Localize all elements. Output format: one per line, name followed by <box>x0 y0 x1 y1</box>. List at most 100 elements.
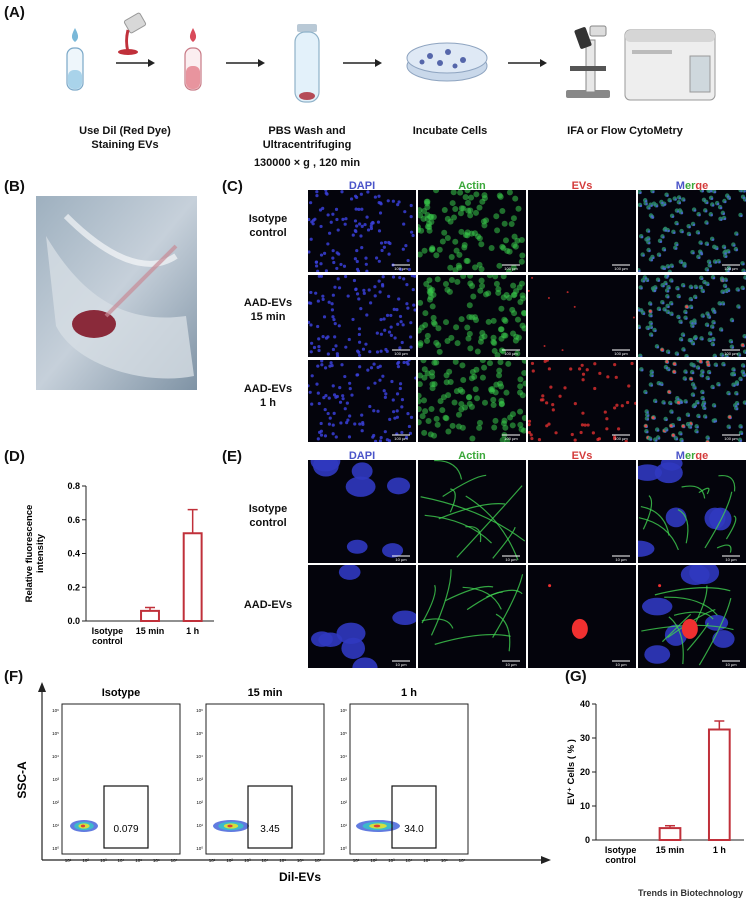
scale-bar-label: 10 µm <box>505 557 517 562</box>
x-tick-label: 10² <box>82 858 89 863</box>
x-tick-label: 10² <box>370 858 377 863</box>
step-2-line-2: Ultracentrifuging <box>262 139 352 151</box>
e-header-evs: EVs <box>571 450 593 462</box>
c-merge-letter-e2: e <box>702 180 709 192</box>
plot-title-2: 15 min <box>248 687 283 699</box>
micrograph-grid-c-r2-c3: 100 µm <box>528 275 636 357</box>
x-tick-label: 10¹ <box>209 858 216 863</box>
scale-bar-label: 10 µm <box>725 557 737 562</box>
density-core-1 <box>80 824 86 828</box>
panel-label-a: (A) <box>4 4 25 21</box>
c-merge-letter-e: e <box>684 180 692 192</box>
y-tick-label: 10² <box>196 800 203 805</box>
micrograph-grid-c-r1-c3: 100 µm <box>528 190 636 272</box>
scale-bar-label: 10 µm <box>725 662 737 667</box>
e-header-dapi: DAPI <box>348 450 376 462</box>
micrograph-grid-e-r1-c3: 10 µm <box>528 460 636 563</box>
scale-bar-label: 100 µm <box>394 436 408 441</box>
x-tick-label: 10² <box>226 858 233 863</box>
gate-1 <box>103 785 149 849</box>
micrograph-grid-c-r2-c4: 100 µm <box>638 275 746 357</box>
y-tick-label: 0 <box>585 835 590 845</box>
y-tick-label: 10⁰ <box>340 846 347 851</box>
gate-value-1: 0.079 <box>113 824 138 835</box>
x-tick-label: 10³ <box>388 858 395 863</box>
y-tick-label: 10⁶ <box>340 708 347 713</box>
scale-bar-label: 10 µm <box>505 662 517 667</box>
microscope-icon <box>566 25 610 98</box>
y-tick-label: 0.2 <box>67 582 80 592</box>
micrograph-grid-c-r1-c1: 100 µm <box>308 190 416 272</box>
bar-3 <box>182 532 203 622</box>
step-4-label: IFA or Flow CytoMetry <box>545 124 705 138</box>
x-tick-label: 10⁷ <box>315 858 322 863</box>
step-3-line-1: Incubate Cells <box>412 125 488 137</box>
micrograph-grid-e-r1-c2: 10 µm <box>418 460 526 563</box>
scale-bar-label: 100 µm <box>724 266 738 271</box>
c-row-1-line-2: control <box>249 227 287 239</box>
micrograph-grid-c-r3-c3: 100 µm <box>528 360 636 442</box>
step-2-line-1: PBS Wash and <box>268 125 346 137</box>
y-tick-label: 10⁰ <box>52 846 59 851</box>
scale-bar-label: 100 µm <box>504 436 518 441</box>
x-tick-label: 10⁷ <box>171 858 178 863</box>
y-axis-arrow-icon <box>38 682 46 692</box>
category-label-1: Isotype <box>605 845 637 855</box>
category-label-2: 15 min <box>656 845 685 855</box>
e-merge-letter-e2: e <box>702 450 709 462</box>
x-tick-label: 10¹ <box>65 858 72 863</box>
scale-bar-label: 100 µm <box>394 351 408 356</box>
c-row-label-3: AAD-EVs 1 h <box>232 382 304 410</box>
scale-bar-label: 100 µm <box>724 436 738 441</box>
scale-bar-label: 100 µm <box>724 351 738 356</box>
x-axis-label: Dil-EVs <box>279 870 321 884</box>
plot-title-1: Isotype <box>102 687 141 699</box>
step-1-line-1: Use Dil (Red Dye) <box>79 125 171 137</box>
x-tick-label: 10⁶ <box>297 858 304 863</box>
category-label-1: Isotype <box>92 626 124 636</box>
micrograph-grid-c-r3-c1: 100 µm <box>308 360 416 442</box>
scale-bar-label: 100 µm <box>614 436 628 441</box>
x-tick-label: 10⁶ <box>441 858 448 863</box>
micrograph-grid-e-r2-c4: 10 µm <box>638 565 746 668</box>
centrifuge-tube-icon <box>294 24 320 103</box>
c-row-3-line-2: 1 h <box>260 397 276 409</box>
gate-value-3: 34.0 <box>404 824 424 835</box>
micrograph-grid-c-r2-c2: 100 µm <box>418 275 526 357</box>
x-tick-label: 10⁶ <box>153 858 160 863</box>
micrograph-grid-c-r2-c1: 100 µm <box>308 275 416 357</box>
x-tick-label: 10⁷ <box>459 858 466 863</box>
c-row-label-2: AAD-EVs 15 min <box>232 296 304 324</box>
plot-title-3: 1 h <box>401 687 417 699</box>
y-tick-label: 0.4 <box>67 549 80 559</box>
category-label-3: 1 h <box>713 845 726 855</box>
pouring-cup-icon <box>118 12 147 55</box>
scale-bar-label: 100 µm <box>394 266 408 271</box>
c-header-merge: Merge <box>638 180 746 192</box>
x-tick-label: 10⁴ <box>262 858 269 863</box>
micrograph-grid-e-r2-c2: 10 µm <box>418 565 526 668</box>
bar-2 <box>140 609 160 622</box>
y-tick-label: 0.6 <box>67 515 80 525</box>
x-tick-label: 10³ <box>244 858 251 863</box>
y-axis-label: Relative fluorescence <box>24 505 35 603</box>
e-merge-letter-m: M <box>675 450 685 462</box>
panel-label-f: (F) <box>4 668 24 685</box>
y-tick-label: 40 <box>580 699 590 709</box>
step-3-label: Incubate Cells <box>380 124 520 138</box>
e-row-label-2: AAD-EVs <box>232 598 304 612</box>
y-tick-label: 10¹ <box>196 823 203 828</box>
e-merge-letter-e: e <box>684 450 692 462</box>
x-tick-label: 10⁴ <box>118 858 125 863</box>
petri-dish-icon <box>406 42 488 82</box>
c-row-label-1: Isotype control <box>232 212 304 240</box>
y-tick-label: 10⁵ <box>196 731 203 736</box>
step-2-line-3: 130000 × g , 120 min <box>253 157 361 169</box>
c-row-2-line-1: AAD-EVs <box>243 297 293 309</box>
workflow-illustration <box>66 12 716 103</box>
y-tick-label: 10⁴ <box>196 754 203 759</box>
step-1-label: Use Dil (Red Dye) Staining EVs <box>40 124 210 152</box>
test-tube-blue-icon <box>66 28 84 91</box>
micrograph-grid-e-r2-c1: 10 µm <box>308 565 416 668</box>
c-row-3-line-1: AAD-EVs <box>243 383 293 395</box>
